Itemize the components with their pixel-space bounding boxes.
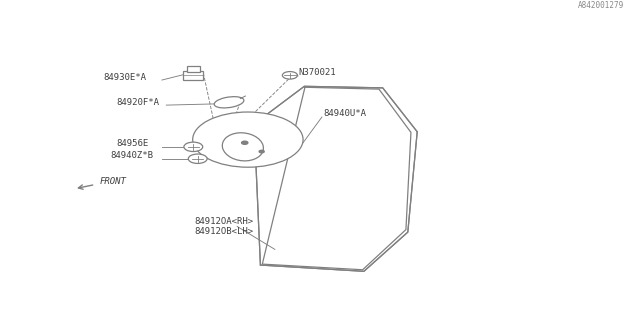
Bar (187, 66, 200, 72)
Circle shape (242, 141, 248, 144)
Circle shape (184, 142, 203, 152)
Text: 84956E: 84956E (116, 139, 148, 148)
Text: 84912OA<RH>: 84912OA<RH> (195, 217, 253, 226)
Text: 84912OB<LH>: 84912OB<LH> (195, 227, 253, 236)
Circle shape (188, 154, 207, 164)
Circle shape (193, 112, 303, 167)
Text: A842001279: A842001279 (578, 1, 624, 10)
Text: 84940Z*B: 84940Z*B (110, 151, 153, 160)
Ellipse shape (214, 97, 244, 108)
Text: N370021: N370021 (298, 68, 335, 77)
Polygon shape (254, 86, 417, 271)
Polygon shape (262, 87, 411, 270)
Text: 84920F*A: 84920F*A (116, 98, 159, 107)
Circle shape (282, 72, 298, 79)
Text: 84930E*A: 84930E*A (104, 73, 147, 82)
Text: FRONT: FRONT (99, 177, 126, 186)
Text: 84940U*A: 84940U*A (323, 109, 366, 118)
Circle shape (259, 150, 264, 153)
Bar (183, 71, 204, 80)
